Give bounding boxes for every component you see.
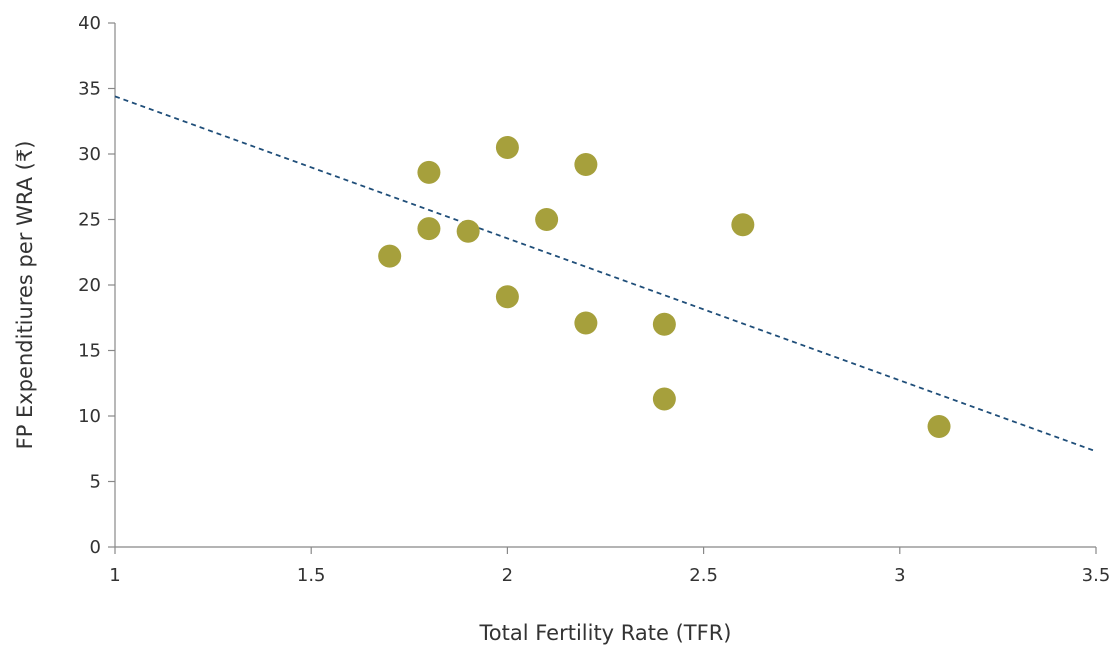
data-point [456, 219, 480, 243]
x-tick-label: 1.5 [297, 565, 326, 586]
data-point [535, 208, 559, 231]
y-tick-label: 30 [78, 144, 101, 165]
data-point [652, 312, 676, 336]
tick-marks [108, 22, 1097, 554]
y-tick-label: 35 [78, 79, 101, 100]
y-tick-label: 0 [90, 537, 101, 558]
data-point [731, 213, 755, 237]
data-point [495, 285, 519, 309]
x-axis-title: Total Fertility Rate (TFR) [479, 621, 732, 645]
data-point [417, 217, 441, 241]
data-point [652, 387, 676, 411]
y-axis-title: FP Expenditiures per WRA (₹) [13, 141, 37, 450]
data-point [927, 414, 951, 438]
y-tick-label: 20 [78, 275, 101, 296]
data-point [574, 311, 598, 335]
y-tick-label: 25 [78, 210, 101, 231]
y-tick-label: 15 [78, 341, 101, 362]
tick-labels: 0 5 10 15 20 25 30 35 40 1 1.5 2 2.5 3 3.5 [78, 13, 1110, 586]
x-tick-label: 2.5 [689, 565, 718, 586]
x-tick-label: 2 [502, 565, 513, 586]
data-point [495, 135, 519, 159]
trendline-group [114, 95, 1097, 453]
y-tick-label: 10 [78, 406, 101, 427]
x-tick-label: 3.5 [1082, 565, 1111, 586]
data-point [378, 244, 402, 268]
axes [114, 23, 1096, 548]
data-point [417, 160, 441, 184]
data-points [378, 135, 951, 438]
data-point [574, 152, 598, 176]
x-tick-label: 1 [109, 565, 120, 586]
x-tick-label: 3 [894, 565, 905, 586]
trendline [114, 95, 1097, 453]
y-tick-label: 40 [78, 13, 101, 34]
y-tick-label: 5 [90, 472, 101, 493]
